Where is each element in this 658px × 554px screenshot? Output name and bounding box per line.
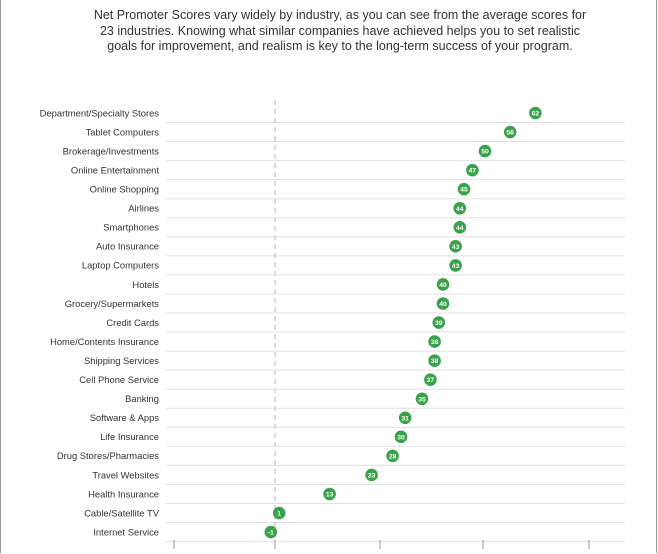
data-label: 28: [389, 453, 397, 460]
category-label: Online Entertainment: [71, 164, 159, 175]
data-point: [415, 392, 429, 406]
data-point: [264, 525, 278, 539]
data-label: 62: [532, 111, 540, 118]
category-label: Brokerage/Investments: [63, 145, 160, 156]
data-label: 56: [506, 130, 514, 137]
data-point: [503, 125, 517, 139]
data-label: 30: [397, 434, 405, 441]
data-point: [478, 144, 492, 158]
category-label: Banking: [125, 393, 159, 404]
data-label: 38: [431, 358, 439, 365]
data-label: 43: [452, 244, 460, 251]
data-point: [453, 201, 467, 215]
category-label: Tablet Computers: [86, 126, 160, 137]
data-label: 43: [452, 263, 460, 270]
intro-line-2: 23 industries. Knowing what similar comp…: [99, 23, 581, 38]
data-point: [428, 354, 441, 367]
data-label: 35: [418, 396, 426, 403]
data-label: 39: [435, 320, 443, 327]
data-label: 37: [427, 377, 435, 384]
category-label: Hotels: [132, 279, 159, 290]
data-point: [436, 297, 450, 310]
data-label: 13: [326, 492, 334, 499]
data-point: [394, 430, 408, 444]
category-label: Smartphones: [103, 222, 159, 233]
category-label: Airlines: [128, 203, 159, 214]
data-point: [386, 449, 399, 463]
category-label: Laptop Computers: [82, 260, 159, 271]
data-label: 40: [439, 301, 447, 308]
data-point: [424, 373, 437, 387]
data-label: 44: [456, 225, 464, 232]
category-label: Internet Service: [93, 526, 159, 537]
data-point: [398, 411, 412, 425]
category-label: Software & Apps: [90, 412, 160, 423]
category-label: Shipping Services: [84, 355, 159, 366]
category-label: Grocery/Supermarkets: [65, 298, 160, 309]
data-label: 23: [368, 472, 376, 479]
data-label: 38: [431, 339, 439, 346]
data-point: [432, 316, 446, 329]
data-label: -1: [268, 530, 274, 537]
data-point: [449, 240, 462, 253]
data-label: 1: [277, 511, 281, 518]
category-label: Home/Contents Insurance: [50, 336, 159, 347]
data-label: 40: [439, 282, 447, 289]
data-label: 47: [469, 168, 477, 175]
category-label: Travel Websites: [92, 469, 159, 480]
intro-text: Net Promoter Scores vary widely by indus…: [60, 8, 620, 55]
data-point: [466, 163, 479, 177]
intro-line-1: Net Promoter Scores vary widely by indus…: [93, 8, 587, 22]
data-point: [323, 487, 336, 501]
category-label: Cell Phone Service: [79, 374, 159, 385]
category-label: Health Insurance: [88, 488, 159, 499]
data-point: [436, 278, 450, 291]
data-point: [457, 182, 471, 196]
data-point: [529, 106, 542, 120]
data-label: 31: [401, 415, 409, 422]
data-label: 44: [456, 206, 464, 213]
category-label: Drug Stores/Pharmacies: [57, 450, 159, 461]
category-label: Online Shopping: [90, 184, 159, 195]
data-point: [428, 335, 441, 348]
data-point: [449, 259, 462, 272]
category-label: Cable/Satellite TV: [84, 507, 160, 518]
data-point: [453, 221, 467, 234]
category-label: Life Insurance: [100, 431, 159, 442]
data-point: [272, 506, 286, 520]
data-label: 45: [460, 187, 468, 194]
data-point: [365, 468, 378, 482]
intro-line-3: goals for improvement, and realism is ke…: [107, 39, 573, 53]
category-label: Credit Cards: [106, 317, 159, 328]
category-label: Department/Specialty Stores: [40, 107, 160, 118]
data-label: 50: [481, 149, 489, 156]
category-label: Auto Insurance: [96, 241, 159, 252]
